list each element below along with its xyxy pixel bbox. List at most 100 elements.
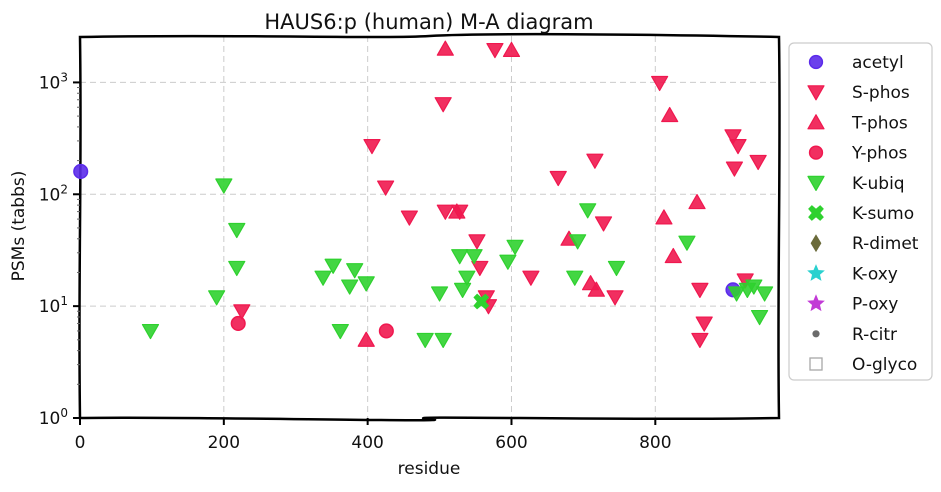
point-k-ubiq [141, 323, 160, 340]
x-tick-label: 0 [75, 433, 86, 453]
legend-marker-y-phos [808, 145, 824, 160]
point-s-phos [468, 234, 486, 250]
point-k-ubiq [208, 290, 226, 306]
point-k-ubiq [314, 270, 332, 286]
point-k-ubiq [499, 254, 517, 270]
point-k-ubiq [324, 258, 342, 274]
y-tick-label: 100 [39, 406, 68, 429]
legend-marker-acetyl [808, 54, 824, 70]
legend-marker-k-sumo [808, 205, 824, 221]
point-s-phos [749, 154, 767, 171]
x-tick-label: 400 [351, 433, 383, 453]
point-k-ubiq [215, 178, 233, 194]
point-k-ubiq [569, 234, 587, 250]
y-tick-label: 102 [39, 182, 68, 205]
legend-label: R-citr [852, 325, 897, 345]
point-s-phos [606, 290, 624, 306]
point-s-phos [725, 161, 744, 177]
x-tick-label: 600 [495, 433, 527, 453]
y-axis-label: PSMs (tabbs) [9, 171, 29, 282]
point-k-ubiq [506, 239, 524, 255]
x-tick-label: 800 [639, 433, 671, 453]
point-t-phos [436, 40, 454, 56]
point-s-phos [691, 332, 709, 349]
point-s-phos [729, 139, 747, 155]
point-s-phos [400, 210, 418, 226]
legend-marker-r-dimet [810, 234, 822, 253]
x-axis-label: residue [398, 459, 461, 479]
point-t-phos [655, 209, 673, 225]
legend-box [788, 42, 933, 381]
point-s-phos [363, 139, 381, 155]
legend-marker-o-glyco [809, 357, 823, 371]
point-t-phos [661, 106, 679, 123]
legend: acetyl S-phos T-phos Y-phos K-ubiq K-sumo R-di… [788, 42, 933, 381]
point-k-ubiq [458, 270, 476, 286]
point-s-phos [471, 260, 489, 277]
point-k-sumo [473, 293, 490, 310]
legend-marker-t-phos [807, 114, 825, 130]
point-s-phos [691, 282, 709, 298]
point-k-ubiq [331, 323, 349, 340]
point-s-phos [594, 216, 613, 232]
point-s-phos [724, 129, 742, 145]
axis-ticks: 0 200 400 600 800 100 101 102 103 [39, 70, 672, 453]
point-t-phos [502, 41, 521, 57]
point-s-phos [377, 180, 395, 196]
point-y-phos [378, 323, 394, 339]
point-s-phos [586, 153, 604, 169]
legend-marker-k-ubiq [807, 175, 825, 191]
point-k-ubiq [451, 249, 469, 265]
point-s-phos [549, 170, 567, 187]
point-s-phos [651, 75, 669, 92]
legend-label: Y-phos [851, 144, 907, 164]
point-s-phos [695, 316, 713, 332]
point-t-phos [448, 203, 466, 219]
legend-marker-k-oxy [807, 264, 825, 281]
legend-label: K-ubiq [852, 174, 905, 194]
point-t-phos [357, 331, 375, 347]
point-k-ubiq [465, 249, 483, 265]
point-k-ubiq [607, 260, 626, 277]
point-k-ubiq [346, 263, 364, 279]
point-s-phos [522, 270, 540, 286]
legend-label: P-oxy [852, 295, 898, 315]
point-k-ubiq [453, 282, 472, 298]
legend-label: R-dimet [852, 234, 919, 254]
legend-label: K-sumo [852, 204, 914, 224]
point-t-phos [664, 247, 682, 264]
point-k-ubiq [228, 260, 246, 277]
data-points [73, 40, 774, 349]
point-k-ubiq [678, 235, 696, 251]
legend-marker-p-oxy [807, 294, 825, 312]
point-s-phos [486, 42, 504, 59]
point-k-ubiq [228, 222, 246, 239]
point-k-ubiq [430, 286, 449, 302]
chart-title: HAUS6:p (human) M-A diagram [264, 10, 593, 34]
point-k-ubiq [750, 309, 769, 326]
point-acetyl [73, 163, 89, 179]
point-s-phos [434, 97, 452, 113]
x-tick-label: 200 [208, 433, 240, 453]
point-k-ubiq [416, 332, 434, 349]
point-y-phos [230, 315, 246, 332]
point-k-ubiq [756, 286, 774, 302]
legend-label: T-phos [851, 113, 908, 133]
point-s-phos [233, 304, 251, 320]
plot-frame [78, 32, 781, 422]
point-k-ubiq [579, 203, 597, 219]
point-k-ubiq [566, 270, 584, 286]
point-t-phos [587, 281, 605, 297]
legend-label: O-glyco [852, 355, 917, 375]
point-k-ubiq [341, 279, 359, 295]
legend-label: acetyl [852, 53, 904, 73]
legend-marker-s-phos [807, 85, 825, 101]
point-s-phos [436, 204, 454, 220]
legend-label: S-phos [852, 83, 910, 103]
y-tick-label: 101 [39, 294, 68, 317]
point-t-phos [688, 193, 706, 210]
y-tick-label: 103 [39, 70, 68, 93]
point-k-ubiq [357, 276, 375, 292]
legend-label: K-oxy [852, 264, 898, 284]
